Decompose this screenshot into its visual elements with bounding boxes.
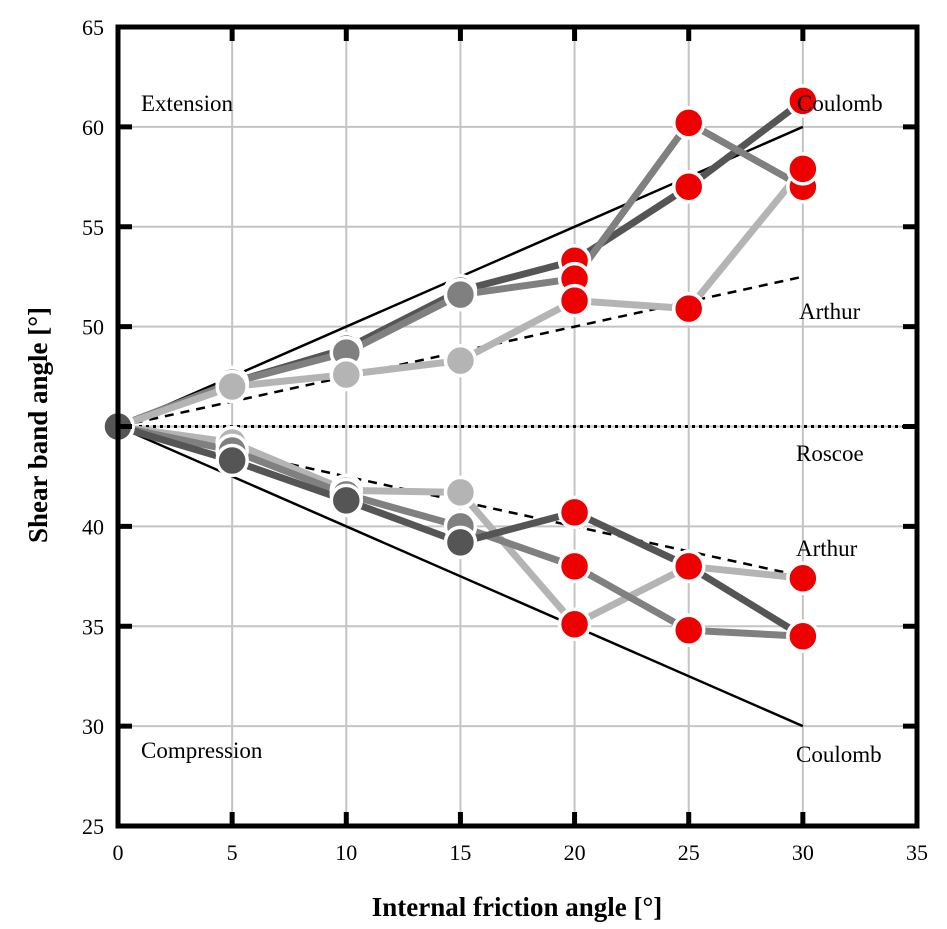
- x-tick-label: 30: [792, 840, 814, 865]
- x-tick-label: 25: [678, 840, 700, 865]
- data-point-series-4: [786, 561, 820, 596]
- x-axis-title: Internal friction angle [°]: [372, 892, 663, 922]
- data-point-series-3: [443, 343, 478, 378]
- data-point-series-3: [786, 152, 820, 186]
- y-axis-title: Shear band angle [°]: [23, 307, 53, 543]
- data-point-series-6: [215, 443, 249, 478]
- data-point-series-6: [557, 495, 592, 530]
- y-tick-label: 50: [82, 315, 104, 340]
- data-point-series-3: [671, 291, 706, 326]
- y-tick-label: 55: [82, 215, 104, 240]
- data-point-series-6: [329, 483, 364, 518]
- data-point-series-5: [671, 613, 706, 647]
- data-point-series-2: [443, 277, 478, 312]
- plot-frame: [115, 24, 920, 829]
- annotation-compression: Compression: [141, 738, 263, 763]
- data-series: [101, 84, 820, 653]
- data-point-series-4: [443, 475, 478, 510]
- data-point-series-3: [215, 369, 249, 404]
- annotation-arthur-top: Arthur: [799, 299, 861, 324]
- x-tick-label: 35: [906, 840, 928, 865]
- data-point-series-6: [671, 549, 706, 584]
- data-point-series-5: [557, 549, 592, 584]
- x-tick-label: 20: [564, 840, 586, 865]
- x-tick-label: 10: [335, 840, 357, 865]
- annotation-coulomb-bottom: Coulomb: [796, 742, 882, 767]
- annotation-coulomb-top: Coulomb: [797, 91, 883, 116]
- y-tick-label: 35: [82, 614, 104, 639]
- y-tick-label: 25: [82, 814, 104, 839]
- data-point-series-6: [443, 525, 478, 560]
- annotation-roscoe: Roscoe: [796, 441, 864, 466]
- data-point-series-1: [786, 84, 820, 118]
- y-tick-label: 60: [82, 115, 104, 140]
- data-point-series-4: [557, 607, 592, 642]
- x-tick-label: 15: [449, 840, 471, 865]
- x-tick-label: 5: [227, 840, 238, 865]
- data-point-series-3: [557, 283, 592, 318]
- y-tick-label: 65: [82, 15, 104, 40]
- x-tick-label: 0: [113, 840, 124, 865]
- annotation-extension: Extension: [141, 91, 233, 116]
- y-tick-label: 40: [82, 514, 104, 539]
- data-point-series-3: [329, 357, 364, 392]
- data-point-series-1: [671, 170, 706, 204]
- data-point-series-2: [671, 106, 706, 140]
- data-point-series-6: [786, 619, 820, 653]
- tick-labels: 0 5 10 15 20 25 30 35 25 30 35 40 50 55 60 65: [82, 15, 928, 865]
- y-tick-label: 30: [82, 714, 104, 739]
- annotation-arthur-bottom: Arthur: [796, 536, 858, 561]
